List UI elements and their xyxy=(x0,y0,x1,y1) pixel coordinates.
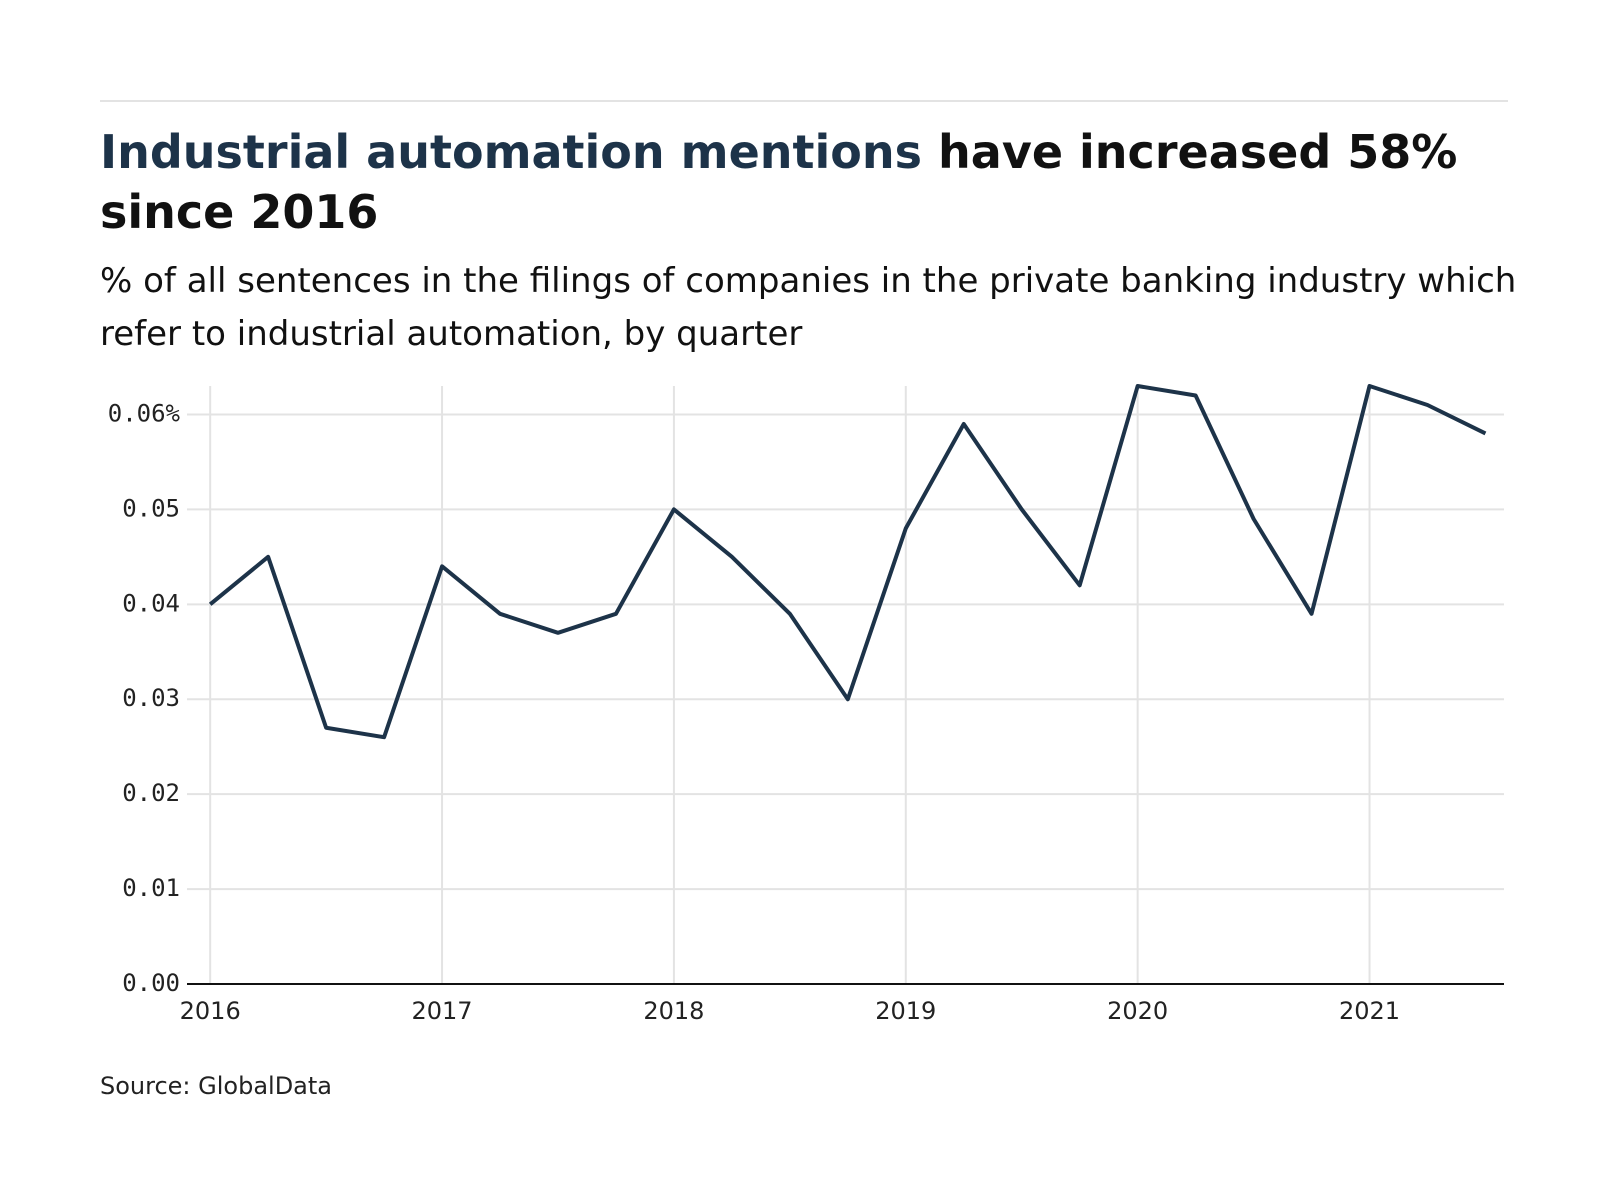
title-rest: have increased 58% since 2016 xyxy=(100,125,1458,239)
x-tick-label: 2020 xyxy=(1107,997,1168,1025)
chart-title: Industrial automation mentions have incr… xyxy=(100,122,1510,242)
chart-subtitle: % of all sentences in the filings of com… xyxy=(100,261,1517,354)
y-tick-label: 0.05 xyxy=(122,494,180,522)
y-tick-label: 0.02 xyxy=(122,779,180,807)
y-tick-label: 0.06% xyxy=(108,399,181,427)
top-rule xyxy=(100,100,1508,102)
y-tick-label: 0.00 xyxy=(122,969,180,997)
y-tick-label: 0.04 xyxy=(122,589,180,617)
x-tick-label: 2016 xyxy=(180,997,241,1025)
x-tick-label: 2019 xyxy=(875,997,936,1025)
data-line xyxy=(208,384,1487,740)
x-tick-label: 2017 xyxy=(412,997,473,1025)
title-highlight: Industrial automation mentions xyxy=(100,125,923,179)
x-tick-label: 2021 xyxy=(1339,997,1400,1025)
y-tick-label: 0.03 xyxy=(122,684,180,712)
x-tick-label: 2018 xyxy=(643,997,704,1025)
y-tick-label: 0.01 xyxy=(122,874,180,902)
source: Source: GlobalData xyxy=(100,1072,333,1100)
